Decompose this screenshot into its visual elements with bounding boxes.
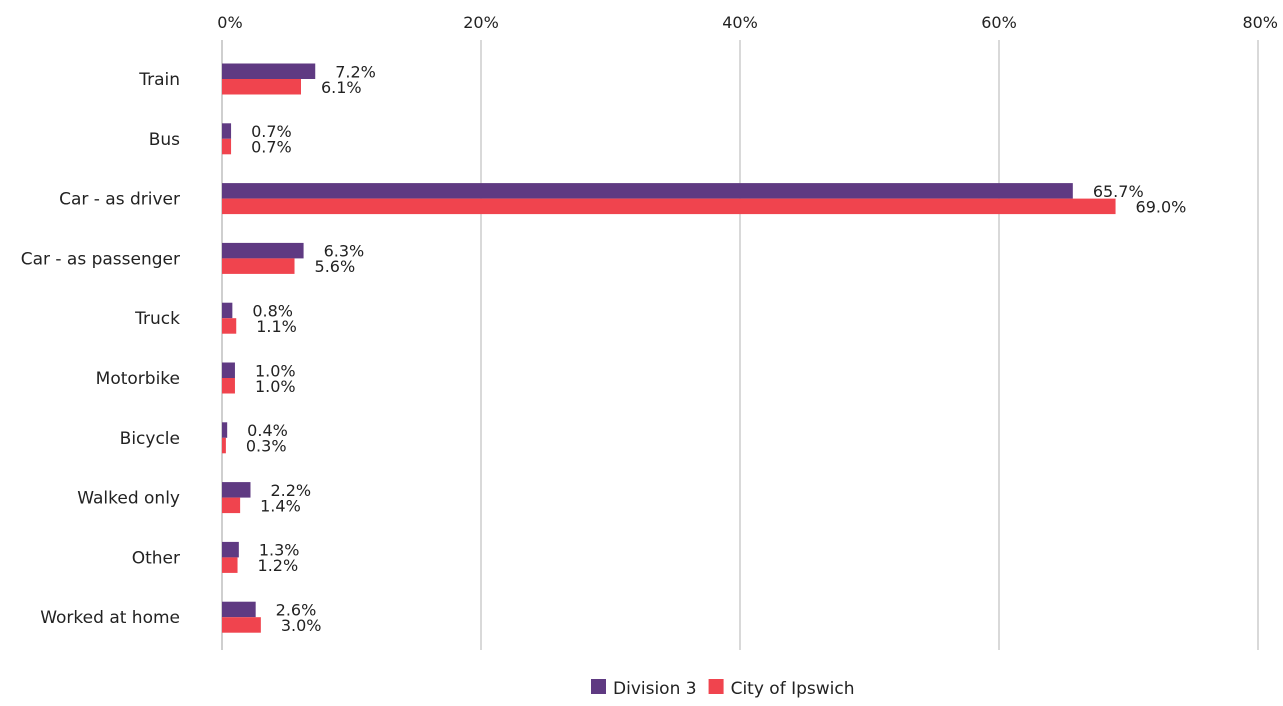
data-label: 0.4% [247,421,288,440]
category-label: Train [138,70,180,90]
bar-city-of-ipswich [222,258,295,274]
bar-division-3 [222,422,228,438]
data-label: 65.7% [1093,182,1144,201]
data-labels-layer: 7.2%6.1%0.7%0.7%65.7%69.0%6.3%5.6%0.8%1.… [246,62,1186,635]
data-label: 1.0% [255,377,296,396]
data-label: 1.2% [258,556,299,575]
legend: Division 3 City of Ipswich [591,679,855,699]
data-label: 0.8% [252,301,293,320]
category-label: Bicycle [120,429,180,449]
legend-label: City of Ipswich [731,679,855,699]
bar-city-of-ipswich [222,378,235,394]
bar-division-3 [222,242,304,259]
data-label: 0.7% [251,138,292,157]
bar-division-3 [222,183,1073,199]
category-label: Walked only [77,489,180,509]
grid-layer [221,40,1259,650]
bar-division-3 [222,541,239,558]
category-label: Car - as driver [59,190,180,210]
data-label: 69.0% [1136,197,1187,216]
x-tick-label: 40% [722,13,758,32]
data-label: 2.2% [270,481,311,500]
bar-division-3 [222,362,235,378]
data-label: 1.4% [260,496,301,515]
bar-city-of-ipswich [222,318,237,334]
bar-city-of-ipswich [222,557,238,573]
data-label: 0.7% [251,122,292,141]
data-label: 2.6% [276,600,317,619]
x-axis-ticks: 0% 20% 40% 60% 80% [217,13,1278,32]
bar-division-3 [222,302,233,319]
category-label: Motorbike [96,369,180,389]
legend-label: Division 3 [613,679,697,699]
data-label: 6.1% [321,78,362,97]
data-label: 5.6% [315,257,356,276]
bar-division-3 [222,601,256,618]
bar-division-3 [222,482,251,498]
category-label: Worked at home [40,608,180,628]
x-tick-label: 60% [981,13,1017,32]
legend-swatch [708,679,724,694]
data-label: 1.3% [259,541,300,560]
category-label: Car - as passenger [21,249,180,269]
data-label: 3.0% [281,616,322,635]
bar-city-of-ipswich [222,198,1116,215]
bar-city-of-ipswich [222,437,226,454]
category-label: Bus [149,130,180,150]
x-tick-label: 20% [463,13,499,32]
data-label: 0.3% [246,437,287,456]
bar-city-of-ipswich [222,79,301,95]
data-label: 1.1% [256,317,297,336]
bar-city-of-ipswich [222,497,241,514]
bar-city-of-ipswich [222,138,232,155]
y-axis-categories: Train Bus Car - as driver Car - as passenge… [21,70,180,628]
bars-layer [222,63,1116,633]
category-label: Truck [134,309,180,329]
data-label: 6.3% [324,242,365,261]
category-label: Other [132,548,180,568]
bar-city-of-ipswich [222,617,261,633]
data-label: 1.0% [255,361,296,380]
x-tick-label: 80% [1242,13,1278,32]
data-label: 7.2% [335,62,376,81]
legend-swatch [591,679,606,694]
x-tick-label: 0% [217,13,242,32]
bar-division-3 [222,123,232,139]
bar-division-3 [222,63,316,79]
